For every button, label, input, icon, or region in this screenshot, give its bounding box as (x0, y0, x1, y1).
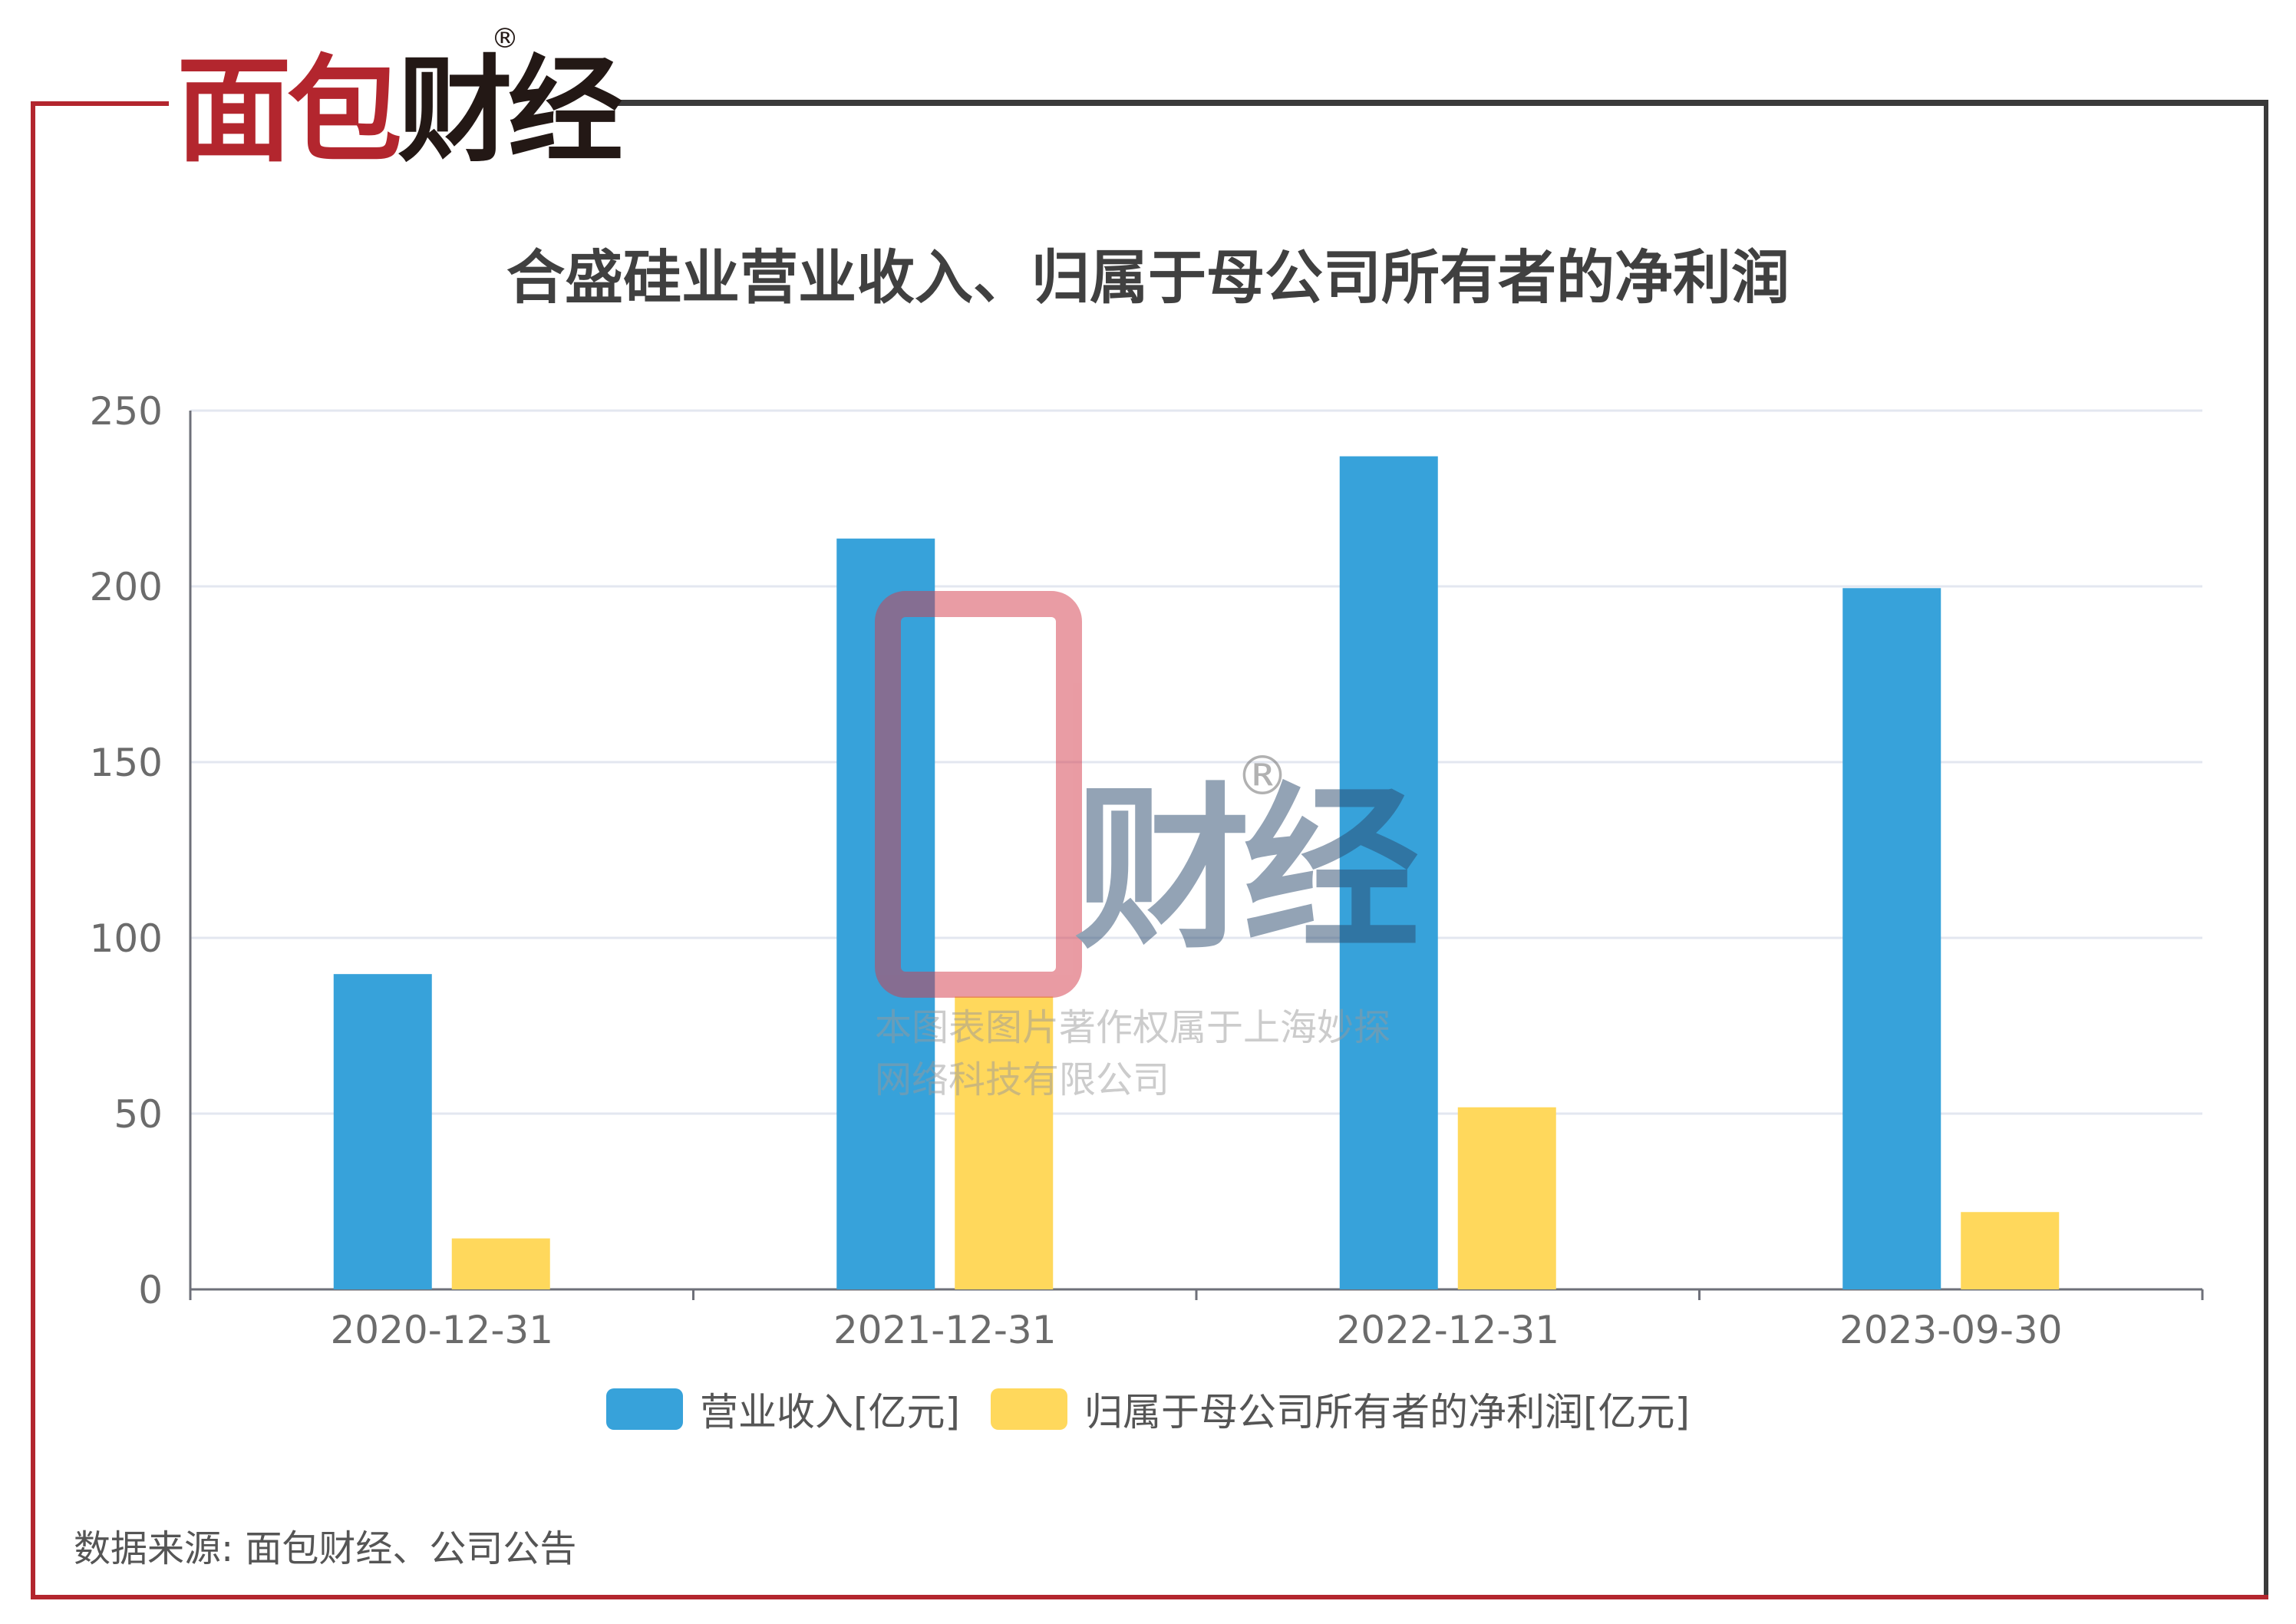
logo-part-1: 面包 (176, 45, 402, 178)
frame-bottom-line (31, 1595, 2268, 1599)
legend-swatch-net-profit (991, 1388, 1067, 1430)
y-tick-label: 100 (90, 916, 163, 961)
y-tick-label: 0 (138, 1268, 163, 1312)
bar-series-1-2020-12-31 (333, 974, 432, 1289)
frame-top-left-line (31, 101, 169, 106)
x-tick-label: 2023-09-30 (1839, 1308, 2063, 1352)
chart-title: 合盛硅业营业收入、归属于母公司所有者的净利润 (506, 243, 1790, 312)
legend-swatch-revenue (605, 1388, 683, 1430)
x-tick-label: 2021-12-31 (833, 1308, 1057, 1352)
bar-series-2-2020-12-31 (451, 1238, 550, 1289)
logo-part-2: 财经 (398, 45, 623, 178)
frame-top-right-line (614, 100, 2268, 106)
data-source: 数据来源: 面包财经、公司公告 (74, 1527, 577, 1570)
legend-item-net-profit[interactable]: 归属于母公司所有者的净利润[亿元] (991, 1381, 1690, 1437)
brand-logo: 面包 财经 ® (176, 23, 623, 178)
legend-label-net-profit: 归属于母公司所有者的净利润[亿元] (1084, 1390, 1691, 1434)
y-tick-label: 150 (90, 741, 163, 785)
bar-series-1-2021-12-31 (836, 538, 935, 1289)
chart-legend: 营业收入[亿元] 归属于母公司所有者的净利润[亿元] (0, 1381, 2296, 1437)
legend-label-revenue: 营业收入[亿元] (699, 1390, 960, 1434)
bar-series-1-2022-12-31 (1339, 456, 1438, 1289)
x-tick-label: 2020-12-31 (330, 1308, 553, 1352)
registered-mark: ® (491, 23, 519, 54)
frame-right-line (2264, 100, 2268, 1599)
bar-series-2-2022-12-31 (1457, 1107, 1556, 1289)
y-tick-label: 50 (114, 1092, 163, 1137)
legend-item-revenue[interactable]: 营业收入[亿元] (605, 1381, 960, 1437)
y-tick-label: 200 (90, 565, 163, 609)
bar-series-1-2023-09-30 (1842, 588, 1941, 1289)
x-tick-label: 2022-12-31 (1336, 1308, 1559, 1352)
bar-series-2-2021-12-31 (955, 996, 1054, 1289)
y-tick-label: 250 (90, 389, 163, 434)
frame-left-line (31, 101, 35, 1599)
bar-series-2-2023-09-30 (1961, 1212, 2060, 1289)
